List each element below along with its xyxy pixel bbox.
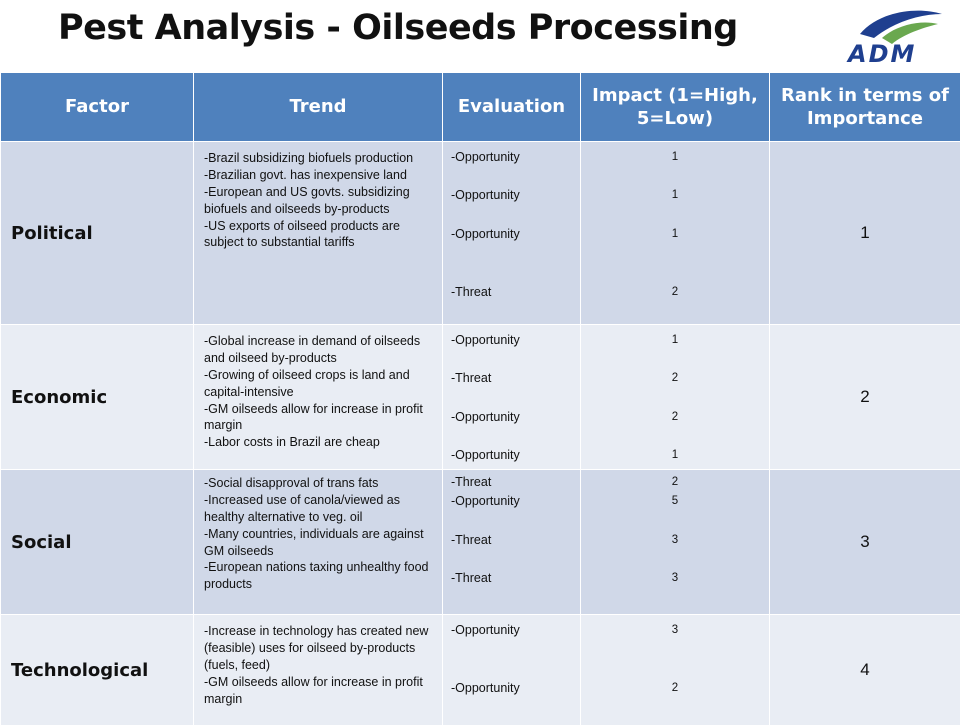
impact-item: 5 <box>581 495 769 507</box>
trend-cell: -Increase in technology has created new … <box>194 615 443 726</box>
evaluation-item: -Opportunity <box>451 623 520 637</box>
trend-item: -Social disapproval of trans fats <box>204 475 436 492</box>
trend-item: -Increased use of canola/viewed as healt… <box>204 492 436 526</box>
evaluation-item: -Threat <box>451 475 491 489</box>
trend-item: -Global increase in demand of oilseeds a… <box>204 333 436 367</box>
trend-item: -Many countries, individuals are against… <box>204 526 436 560</box>
evaluation-item: -Opportunity <box>451 448 520 462</box>
evaluation-item: -Threat <box>451 533 491 547</box>
evaluation-item: -Threat <box>451 571 491 585</box>
evaluation-item: -Threat <box>451 371 491 385</box>
header-impact: Impact (1=High, 5=Low) <box>581 73 770 142</box>
impact-item: 1 <box>581 151 769 163</box>
rank-cell: 3 <box>770 470 960 615</box>
impact-item: 2 <box>581 476 769 488</box>
impact-item: 2 <box>581 682 769 694</box>
adm-logo-text: ADM <box>848 40 916 68</box>
trend-item: -European and US govts. subsidizing biof… <box>204 184 436 218</box>
evaluation-item: -Opportunity <box>451 410 520 424</box>
impact-cell: 3 2 <box>581 615 770 726</box>
pest-table: Factor Trend Evaluation Impact (1=High, … <box>0 72 960 726</box>
trend-item: -Labor costs in Brazil are cheap <box>204 434 436 451</box>
evaluation-cell: -Opportunity -Opportunity <box>443 615 581 726</box>
trend-item: -Brazil subsidizing biofuels production <box>204 150 436 167</box>
evaluation-item: -Opportunity <box>451 188 520 202</box>
impact-cell: 1 2 2 1 <box>581 325 770 470</box>
header-row: Factor Trend Evaluation Impact (1=High, … <box>1 73 960 142</box>
trend-item: -European nations taxing unhealthy food … <box>204 559 436 593</box>
factor-cell: Political <box>1 142 194 325</box>
impact-item: 1 <box>581 228 769 240</box>
trend-cell: -Brazil subsidizing biofuels production … <box>194 142 443 325</box>
header-trend: Trend <box>194 73 443 142</box>
header-rank: Rank in terms of Importance <box>770 73 960 142</box>
evaluation-item: -Opportunity <box>451 494 520 508</box>
trend-item: -GM oilseeds allow for increase in profi… <box>204 674 436 708</box>
impact-item: 3 <box>581 534 769 546</box>
table-row-technological: Technological -Increase in technology ha… <box>1 615 960 726</box>
trend-item: -Increase in technology has created new … <box>204 623 436 674</box>
impact-item: 2 <box>581 286 769 298</box>
factor-cell: Economic <box>1 325 194 470</box>
evaluation-cell: -Opportunity -Threat -Opportunity -Oppor… <box>443 325 581 470</box>
header-evaluation: Evaluation <box>443 73 581 142</box>
rank-cell: 1 <box>770 142 960 325</box>
evaluation-cell: -Opportunity -Opportunity -Opportunity -… <box>443 142 581 325</box>
trend-cell: -Social disapproval of trans fats -Incre… <box>194 470 443 615</box>
trend-item: -Growing of oilseed crops is land and ca… <box>204 367 436 401</box>
trend-cell: -Global increase in demand of oilseeds a… <box>194 325 443 470</box>
evaluation-cell: -Threat -Opportunity -Threat -Threat <box>443 470 581 615</box>
evaluation-item: -Opportunity <box>451 227 520 241</box>
evaluation-item: -Opportunity <box>451 333 520 347</box>
impact-item: 2 <box>581 411 769 423</box>
factor-cell: Technological <box>1 615 194 726</box>
table-row-political: Political -Brazil subsidizing biofuels p… <box>1 142 960 325</box>
trend-item: -Brazilian govt. has inexpensive land <box>204 167 436 184</box>
impact-item: 3 <box>581 572 769 584</box>
impact-item: 1 <box>581 334 769 346</box>
factor-cell: Social <box>1 470 194 615</box>
trend-item: -US exports of oilseed products are subj… <box>204 218 436 252</box>
impact-cell: 2 5 3 3 <box>581 470 770 615</box>
impact-item: 1 <box>581 189 769 201</box>
table-row-economic: Economic -Global increase in demand of o… <box>1 325 960 470</box>
impact-item: 3 <box>581 624 769 636</box>
table-row-social: Social -Social disapproval of trans fats… <box>1 470 960 615</box>
evaluation-item: -Opportunity <box>451 150 520 164</box>
impact-item: 1 <box>581 449 769 461</box>
rank-cell: 4 <box>770 615 960 726</box>
trend-item: -GM oilseeds allow for increase in profi… <box>204 401 436 435</box>
rank-cell: 2 <box>770 325 960 470</box>
evaluation-item: -Threat <box>451 285 491 299</box>
header-factor: Factor <box>1 73 194 142</box>
evaluation-item: -Opportunity <box>451 681 520 695</box>
page-title: Pest Analysis - Oilseeds Processing <box>58 8 738 48</box>
impact-cell: 1 1 1 2 <box>581 142 770 325</box>
impact-item: 2 <box>581 372 769 384</box>
